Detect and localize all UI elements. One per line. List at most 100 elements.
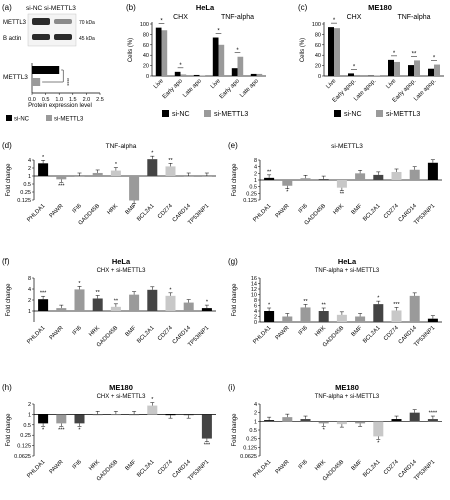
x-tick-label: PAWR: [275, 459, 291, 475]
x-tick-label: BCL2A1: [362, 203, 382, 223]
bar-hrk: [336, 180, 347, 188]
blot-row-label: B actin: [3, 36, 21, 42]
bar-gadd45b: [110, 306, 121, 311]
significance-marker: *: [236, 48, 239, 54]
x-tick-label: BMF: [351, 459, 364, 472]
bar-si-mettl3: [199, 75, 206, 76]
y-axis-label: Cells (%): [300, 38, 306, 62]
significance-marker: *: [377, 440, 380, 446]
chart-panel-h: (h) ME180 CHX + si-METTL3 2 1 0.5 0.25 0.125 0.0…: [2, 383, 216, 483]
panel-label: (f): [2, 257, 10, 266]
x-tick-label: HRK: [332, 203, 345, 216]
chart-subtitle: CHX + si-METTL3: [97, 268, 147, 274]
significance-marker: **: [114, 298, 119, 304]
bar-bmf: [129, 176, 140, 201]
panel-a-header: si-NC si-METTL3: [26, 5, 76, 12]
significance-marker: **: [340, 192, 345, 198]
significance-marker: *: [353, 64, 356, 70]
y-tick-label: 0.125: [17, 444, 31, 450]
y-axis-label: Fold change: [6, 163, 12, 197]
x-tick-label: CD274: [157, 325, 175, 343]
significance-marker: *: [333, 18, 336, 24]
bar-si-mettl3: [237, 56, 244, 76]
x-tick-label: BMF: [351, 325, 364, 338]
bar-bcl2a1: [147, 289, 158, 311]
bar-ifi6: [300, 307, 311, 322]
significance-marker: *: [286, 190, 289, 196]
y-tick-label: 6: [254, 304, 257, 310]
legend-swatch-si-nc: [334, 110, 341, 117]
y-tick-label: 100: [140, 22, 149, 28]
x-tick-label: CD274: [383, 325, 401, 343]
y-tick-label: 0.0625: [14, 454, 31, 460]
legend-label-si-nc: si-NC: [14, 117, 30, 123]
x-tick-label: HRK: [314, 459, 327, 472]
bar-si-nc: [193, 74, 200, 76]
y-tick-label: 60: [315, 43, 321, 49]
bar-si-nc: [212, 37, 219, 76]
legend-swatch-si-mettl3: [46, 115, 52, 121]
bar-hrk: [92, 414, 103, 416]
legend-label: si-NC: [172, 111, 190, 118]
significance-marker: *: [78, 427, 81, 433]
y-tick-label: 0: [146, 74, 149, 80]
x-tick-label: Live: [325, 78, 337, 90]
y-tick-label: 4: [28, 158, 31, 164]
y-tick-label: 2: [254, 315, 257, 321]
significance-marker: *: [377, 296, 380, 302]
y-tick-label: 0.0625: [240, 454, 257, 460]
hbar-category-label: METTL3: [3, 74, 28, 81]
x-tick-label: BMF: [125, 459, 138, 472]
y-tick-label: 1: [28, 412, 31, 418]
bar-ifi6: [300, 419, 311, 422]
significance-marker: *: [133, 204, 136, 210]
y-tick-label: 1: [28, 174, 31, 180]
panel-label: (i): [228, 383, 235, 392]
x-tick-label: 2.5: [96, 97, 104, 103]
bar-hrk: [318, 421, 329, 424]
x-tick-label: BMF: [125, 325, 138, 338]
panel-a: (a) si-NC si-METTL3 METTL3 B actin 70 kD…: [2, 3, 104, 123]
significance-marker: *: [179, 63, 182, 69]
significance-marker: **: [303, 299, 308, 305]
blot-row-size: 45 kDa: [79, 36, 95, 42]
x-tick-label: Late apo: [239, 78, 260, 99]
x-tick-label: 1.0: [55, 97, 63, 103]
bar-phlda1: [38, 299, 49, 311]
bar-bmf: [355, 421, 366, 424]
significance-marker: *: [78, 281, 81, 287]
chart-title: HeLa: [112, 257, 131, 266]
significance-marker: **: [168, 158, 173, 164]
y-tick-label: 2: [28, 402, 31, 408]
y-tick-label: 2: [254, 411, 257, 417]
x-tick-label: HRK: [88, 459, 101, 472]
y-tick-label: 0.125: [243, 445, 257, 451]
bar-card14: [409, 412, 420, 422]
bar-cd274: [165, 166, 176, 176]
bar-si-mettl3: [374, 75, 380, 76]
significance-marker: ***: [40, 291, 47, 297]
x-tick-label: CD274: [383, 459, 401, 477]
bar-cd274: [165, 414, 176, 416]
y-axis-label: Fold change: [232, 163, 238, 197]
bar-bmf: [129, 414, 140, 416]
y-tick-label: 4: [28, 287, 31, 293]
bar-phlda1: [264, 420, 275, 422]
bar-card14: [409, 169, 420, 180]
bar-bcl2a1: [373, 421, 384, 437]
y-tick-label: 40: [143, 53, 149, 59]
chart-title: HeLa: [338, 257, 357, 266]
bar-si-nc: [408, 65, 414, 76]
y-axis-label: Fold change: [6, 413, 12, 447]
y-axis-label: Cells (%): [128, 38, 134, 62]
legend-label: si-METTL3: [214, 111, 248, 118]
bar-gadd45b: [318, 179, 329, 180]
group-title: CHX: [347, 14, 362, 21]
chart-subtitle: TNF-alpha + si-METTL3: [315, 394, 380, 400]
y-axis-label: Fold change: [232, 413, 238, 447]
significance-marker: *: [217, 29, 220, 35]
significance-marker: ****: [429, 411, 438, 417]
x-tick-label: IFI6: [72, 203, 83, 214]
bar-si-mettl3: [180, 74, 187, 76]
